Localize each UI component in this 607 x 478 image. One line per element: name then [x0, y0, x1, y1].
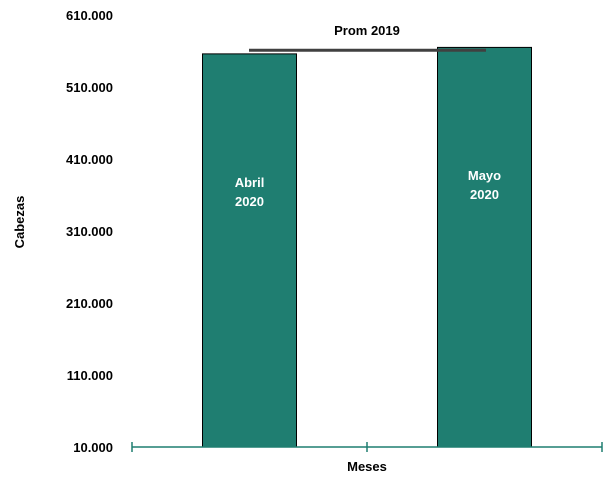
bar	[437, 46, 532, 448]
y-axis-ticks: 10.000 110.000 210.000 310.000 410.000 510.00…	[66, 8, 113, 455]
y-tick-label: 210.000	[66, 296, 113, 311]
y-tick-label: 110.000	[67, 368, 113, 383]
y-axis-title: Cabezas	[12, 196, 27, 249]
reference-line-label: Prom 2019	[334, 23, 400, 38]
bars: Abril 2020 Mayo 2020	[202, 46, 532, 448]
y-tick-label: 510.000	[66, 80, 113, 95]
x-axis-title: Meses	[347, 459, 387, 474]
y-tick-label: 610.000	[66, 8, 113, 23]
y-tick-label: 310.000	[66, 224, 113, 239]
bar	[202, 53, 297, 448]
reference-line-group: Prom 2019	[249, 23, 486, 52]
y-tick-label: 10.000	[73, 440, 113, 455]
y-tick-label: 410.000	[66, 152, 113, 167]
x-axis-ticks	[131, 442, 603, 452]
bar-label: Abril 2020	[235, 175, 265, 209]
bar-label: Mayo 2020	[468, 168, 501, 202]
